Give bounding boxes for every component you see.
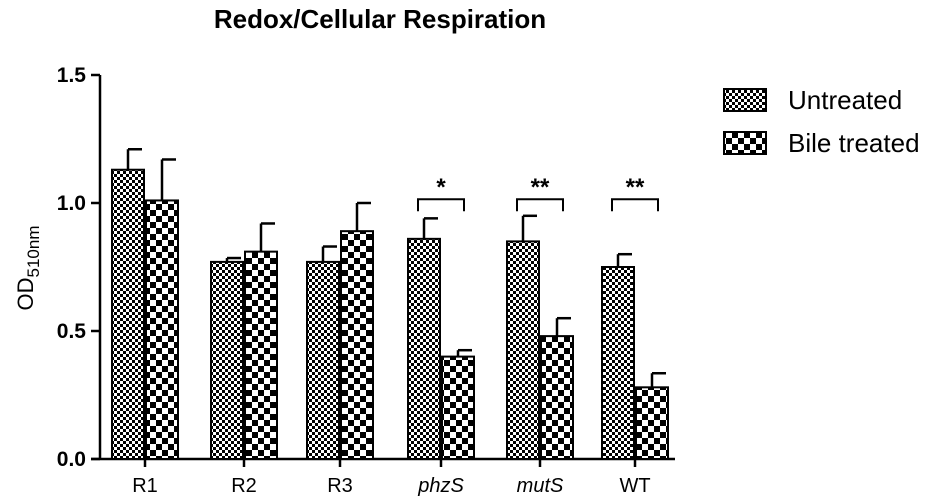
y-axis-label-subscript: 510nm: [24, 226, 43, 278]
significance-bracket: [516, 198, 564, 212]
bar-bile-treated: [340, 230, 374, 460]
legend-swatch: [723, 131, 767, 155]
bar-bile-treated: [441, 355, 475, 461]
bar-untreated: [111, 168, 145, 460]
significance-label: *: [436, 174, 446, 201]
x-category-label: R1: [132, 475, 158, 497]
y-tick-label: 0.0: [57, 448, 86, 471]
bar-untreated: [210, 260, 244, 460]
bar-untreated: [506, 240, 540, 460]
x-category-label: mutS: [517, 475, 564, 497]
bar-bile-treated: [635, 386, 669, 461]
bar-bile-treated: [540, 335, 574, 460]
bar-bile-treated: [145, 199, 179, 460]
x-category-label: R3: [327, 475, 353, 497]
bar-untreated: [407, 237, 441, 460]
chart-title: Redox/Cellular Respiration: [214, 4, 546, 34]
significance-bracket: [611, 198, 659, 212]
y-tick-label: 0.5: [57, 320, 87, 343]
x-category-label: phzS: [417, 475, 464, 497]
significance-label: **: [626, 174, 645, 201]
y-tick-label: 1.0: [57, 192, 86, 215]
legend-swatch: [723, 88, 767, 112]
bar-bile-treated: [244, 250, 278, 460]
y-tick-label: 1.5: [57, 64, 87, 87]
legend-label: Untreated: [788, 85, 902, 115]
bar-untreated: [306, 260, 340, 460]
x-category-label: R2: [231, 475, 257, 497]
significance-label: **: [531, 174, 550, 201]
significance-bracket: [417, 198, 465, 212]
x-category-label: WT: [619, 475, 650, 497]
bar-untreated: [601, 266, 635, 460]
y-axis-label: OD510nm: [13, 226, 43, 311]
legend-label: Bile treated: [788, 128, 920, 158]
